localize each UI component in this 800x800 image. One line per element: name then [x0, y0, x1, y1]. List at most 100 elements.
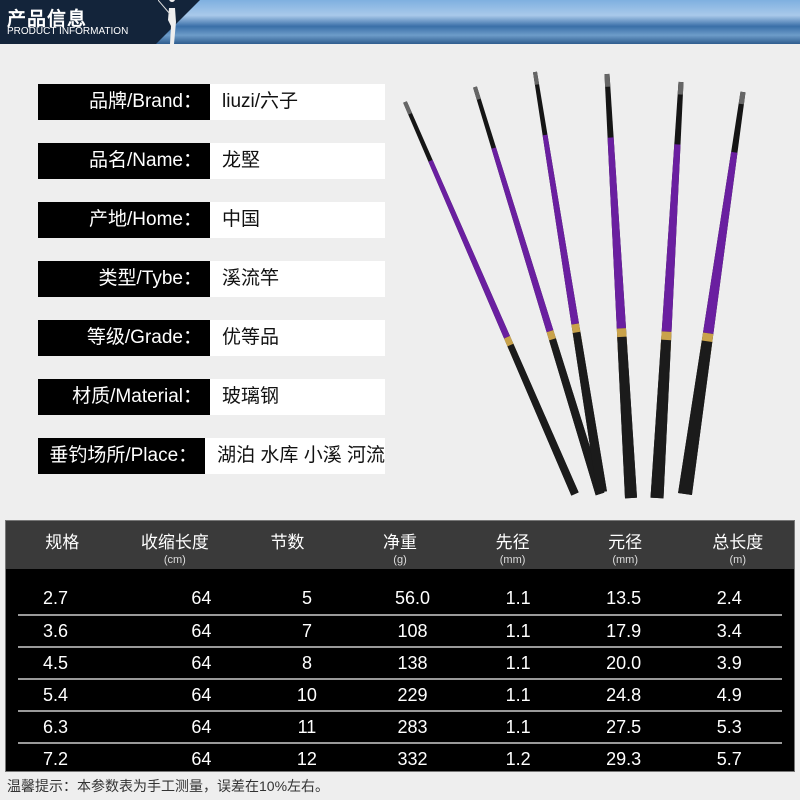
column-header: 先径 (mm) — [456, 521, 569, 569]
column-title: 净重 — [383, 533, 418, 552]
table-cell: 138 — [397, 652, 428, 673]
spec-row: 类型/Tybe： 溪流竿 — [38, 261, 385, 297]
column-header: 元径 (mm) — [569, 521, 682, 569]
spec-label: 类型/Tybe： — [38, 261, 210, 297]
spec-row: 垂钓场所/Place： 湖泊 水库 小溪 河流 — [38, 438, 385, 474]
table-cell: 5 — [301, 587, 312, 608]
fishing-rod — [473, 86, 605, 496]
fisherman-silhouette-icon — [158, 0, 176, 44]
spec-value: 湖泊 水库 小溪 河流 — [205, 438, 385, 474]
column-title: 规格 — [45, 533, 80, 552]
table-row: 6.3 64 11 283 1.1 27.5 5.3 — [18, 710, 782, 742]
spec-value: 龙堅 — [210, 143, 385, 179]
column-title: 节数 — [270, 533, 305, 552]
column-unit: (m) — [729, 554, 747, 566]
fishing-rod — [403, 101, 579, 496]
table-header: 规格 收缩长度 (cm) 节数 净重 (g) 先径 (mm) 元径 (mm) 总长度 (m) — [6, 521, 794, 569]
column-header: 总长度 (m) — [681, 521, 794, 569]
table-cell: 7.2 — [43, 748, 69, 769]
table-cell: 24.8 — [606, 684, 642, 705]
table-cell: 12 — [296, 748, 317, 769]
column-unit: (mm) — [612, 554, 638, 566]
fishing-rod — [678, 91, 746, 495]
table-cell: 10 — [296, 684, 317, 705]
table-cell: 8 — [301, 652, 312, 673]
spec-value: 溪流竿 — [210, 261, 385, 297]
table-cell: 56.0 — [395, 587, 431, 608]
table-row: 7.2 64 12 332 1.2 29.3 5.7 — [18, 742, 782, 774]
table-cell: 29.3 — [606, 748, 642, 769]
table-cell: 27.5 — [606, 716, 642, 737]
table-cell: 64 — [191, 587, 212, 608]
table-cell: 4.5 — [43, 652, 69, 673]
spec-value: 优等品 — [210, 320, 385, 356]
table-cell: 4.9 — [716, 684, 742, 705]
spec-value: 玻璃钢 — [210, 379, 385, 415]
table-cell: 1.1 — [505, 652, 531, 673]
banner-subtitle: PRODUCT INFORMATION — [7, 26, 129, 37]
table-cell: 2.7 — [43, 587, 69, 608]
banner-title: 产品信息 — [7, 8, 88, 30]
fishing-rod — [533, 71, 607, 493]
table-cell: 3.4 — [716, 620, 742, 641]
fishing-rod — [650, 81, 684, 499]
column-unit: (cm) — [163, 554, 186, 566]
table-cell: 1.1 — [505, 684, 531, 705]
table-cell: 64 — [191, 620, 212, 641]
table-cell: 17.9 — [606, 620, 642, 641]
table-row: 5.4 64 10 229 1.1 24.8 4.9 — [18, 678, 782, 710]
column-title: 收缩长度 — [140, 533, 209, 552]
table-cell: 283 — [397, 716, 428, 737]
table-cell: 20.0 — [606, 652, 642, 673]
table-row: 4.5 64 8 138 1.1 20.0 3.9 — [18, 646, 782, 678]
table-cell: 64 — [191, 684, 212, 705]
column-title: 元径 — [608, 533, 643, 552]
spec-label: 垂钓场所/Place： — [38, 438, 206, 474]
table-row: 3.6 64 7 108 1.1 17.9 3.4 — [18, 614, 782, 646]
column-unit: (mm) — [499, 554, 526, 566]
spec-label: 品名/Name： — [38, 143, 210, 179]
table-cell: 5.3 — [716, 716, 742, 737]
table-cell: 1.1 — [505, 620, 531, 641]
fishing-rods-image — [403, 71, 746, 499]
spec-row: 材质/Material： 玻璃钢 — [38, 379, 385, 415]
table-cell: 1.2 — [505, 748, 531, 769]
spec-row: 等级/Grade： 优等品 — [38, 320, 385, 356]
spec-row: 品名/Name： 龙堅 — [38, 143, 385, 179]
table-body: 2.7 64 5 56.0 1.1 13.5 2.4 3.6 64 7 108 1.1 17.9 3.4 4… — [6, 569, 794, 774]
table-cell: 1.1 — [505, 716, 531, 737]
fishing-rod — [604, 73, 637, 499]
column-header: 净重 (g) — [344, 521, 457, 569]
table-cell: 6.3 — [43, 716, 69, 737]
spec-label: 产地/Home： — [38, 202, 210, 238]
table-cell: 229 — [397, 684, 428, 705]
spec-value: liuzi/六子 — [210, 84, 385, 120]
spec-table: 规格 收缩长度 (cm) 节数 净重 (g) 先径 (mm) 元径 (mm) 总长度 (m) 2.7 6… — [5, 520, 795, 772]
table-cell: 11 — [297, 716, 317, 737]
table-cell: 2.4 — [716, 587, 742, 608]
spec-row: 品牌/Brand： liuzi/六子 — [38, 84, 385, 120]
table-cell: 7 — [301, 620, 312, 641]
table-cell: 1.1 — [505, 587, 531, 608]
table-cell: 13.5 — [606, 587, 642, 608]
banner: 产品信息 PRODUCT INFORMATION — [0, 0, 800, 44]
column-header: 规格 — [6, 521, 119, 569]
spec-label: 材质/Material： — [38, 379, 210, 415]
table-cell: 3.6 — [43, 620, 69, 641]
column-title: 先径 — [495, 533, 530, 552]
spec-row: 产地/Home： 中国 — [38, 202, 385, 238]
spec-value: 中国 — [210, 202, 385, 238]
table-row: 2.7 64 5 56.0 1.1 13.5 2.4 — [18, 569, 782, 614]
table-cell: 64 — [191, 748, 212, 769]
table-cell: 5.4 — [43, 684, 69, 705]
table-cell: 5.7 — [716, 748, 742, 769]
column-title: 总长度 — [712, 533, 764, 552]
table-cell: 108 — [397, 620, 428, 641]
table-cell: 332 — [397, 748, 428, 769]
column-unit: (g) — [393, 554, 407, 566]
table-cell: 64 — [191, 716, 212, 737]
table-cell: 3.9 — [716, 652, 742, 673]
measurement-note: 温馨提示：本参数表为手工测量，误差在10%左右。 — [7, 778, 330, 794]
table-cell: 64 — [191, 652, 212, 673]
column-header: 节数 — [231, 521, 344, 569]
